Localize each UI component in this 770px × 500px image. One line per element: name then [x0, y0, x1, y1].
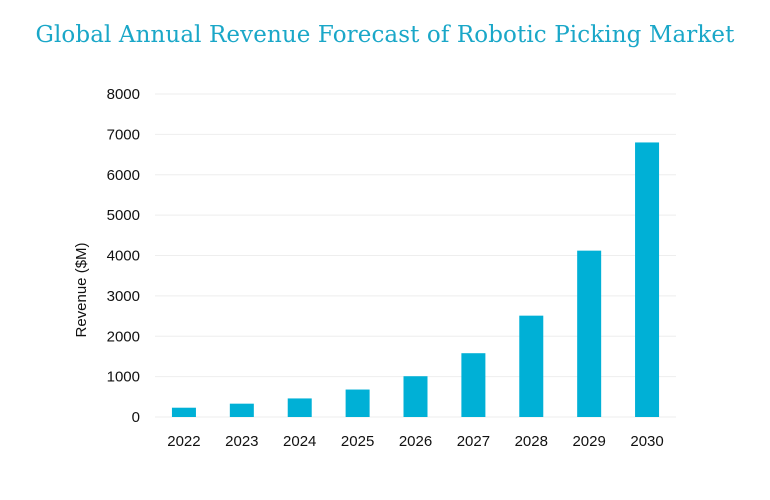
y-tick-label: 0	[132, 409, 140, 426]
chart-title: Global Annual Revenue Forecast of Roboti…	[35, 22, 735, 48]
x-tick-labels: 2022 2023 2024 2025 2026 2027 2028 2029 2030	[167, 433, 663, 450]
y-tick-label: 6000	[107, 167, 140, 184]
y-tick-label: 3000	[107, 288, 140, 305]
x-tick-label: 2026	[399, 433, 432, 450]
y-tick-label: 7000	[107, 126, 140, 143]
x-tick-label: 2029	[572, 433, 605, 450]
y-axis-label: Revenue ($M)	[73, 242, 90, 337]
bars	[171, 142, 660, 417]
y-tick-label: 4000	[107, 248, 140, 265]
bar	[461, 353, 486, 417]
bar	[229, 403, 254, 417]
x-tick-label: 2022	[167, 433, 200, 450]
y-tick-label: 5000	[107, 207, 140, 224]
y-tick-label: 2000	[107, 328, 140, 345]
x-tick-label: 2025	[341, 433, 374, 450]
bar	[287, 398, 312, 417]
y-tick-label: 8000	[107, 86, 140, 103]
y-tick-label: 1000	[107, 369, 140, 386]
bar	[345, 389, 370, 417]
bar	[635, 142, 660, 417]
y-tick-labels: 0 1000 2000 3000 4000 5000 6000 7000 8000	[107, 86, 140, 426]
x-tick-label: 2027	[457, 433, 490, 450]
bar	[403, 376, 428, 417]
bar	[519, 315, 544, 417]
bar	[171, 407, 196, 417]
x-tick-label: 2024	[283, 433, 316, 450]
x-tick-label: 2023	[225, 433, 258, 450]
bar	[577, 250, 602, 417]
x-tick-label: 2028	[515, 433, 548, 450]
x-tick-label: 2030	[630, 433, 663, 450]
